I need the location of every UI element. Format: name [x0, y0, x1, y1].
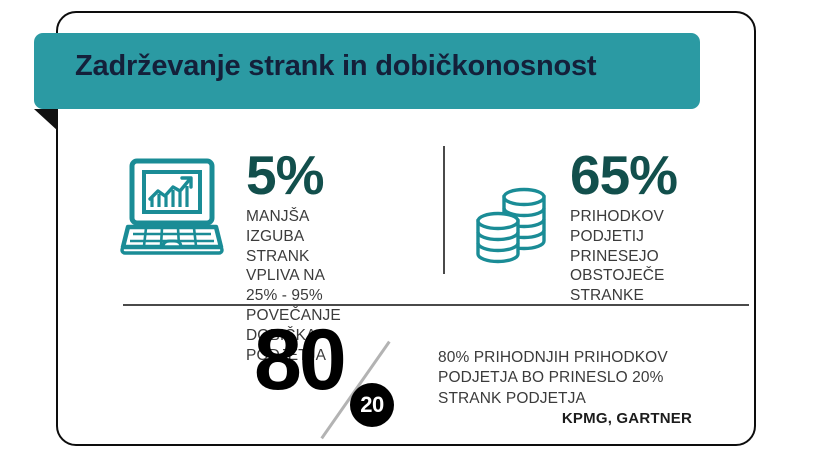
page-title: Zadrževanje strank in dobičkonosnost [75, 50, 597, 82]
stat-text-pareto: 80% PRIHODNJIH PRIHODKOV PODJETJA BO PRI… [438, 349, 668, 407]
title-banner: Zadrževanje strank in dobičkonosnost [34, 33, 700, 109]
vertical-divider [443, 146, 445, 274]
banner-fold-corner-icon [34, 109, 58, 131]
stat-number-5-percent: 5% [246, 144, 324, 206]
source-citation: KPMG, GARTNER [561, 410, 692, 427]
stat-number-65-percent: 65% [570, 144, 678, 206]
pareto-graphic: 80 20 [254, 317, 414, 440]
stat-body-retention-loss: 5% MANJŠA IZGUBA STRANK VPLIVA NA 25% - … [246, 144, 341, 366]
pareto-badge-20: 20 [350, 383, 394, 427]
stat-body-existing-customers: 65% PRIHODKOV PODJETIJ PRINESEJO OBSTOJE… [570, 144, 678, 306]
coin-stacks-icon [470, 183, 562, 274]
stat-block-pareto: 80 20 80% PRIHODNJIH PRIHODKOV PODJETJA … [254, 317, 724, 440]
laptop-growth-chart-icon [120, 155, 224, 264]
horizontal-divider [123, 304, 749, 306]
stat-text-retention-loss: MANJŠA IZGUBA STRANK VPLIVA NA 25% - 95%… [246, 207, 341, 364]
stat-text-existing-customers: PRIHODKOV PODJETIJ PRINESEJO OBSTOJEČE S… [570, 207, 665, 305]
pareto-number-80: 80 [254, 312, 347, 408]
